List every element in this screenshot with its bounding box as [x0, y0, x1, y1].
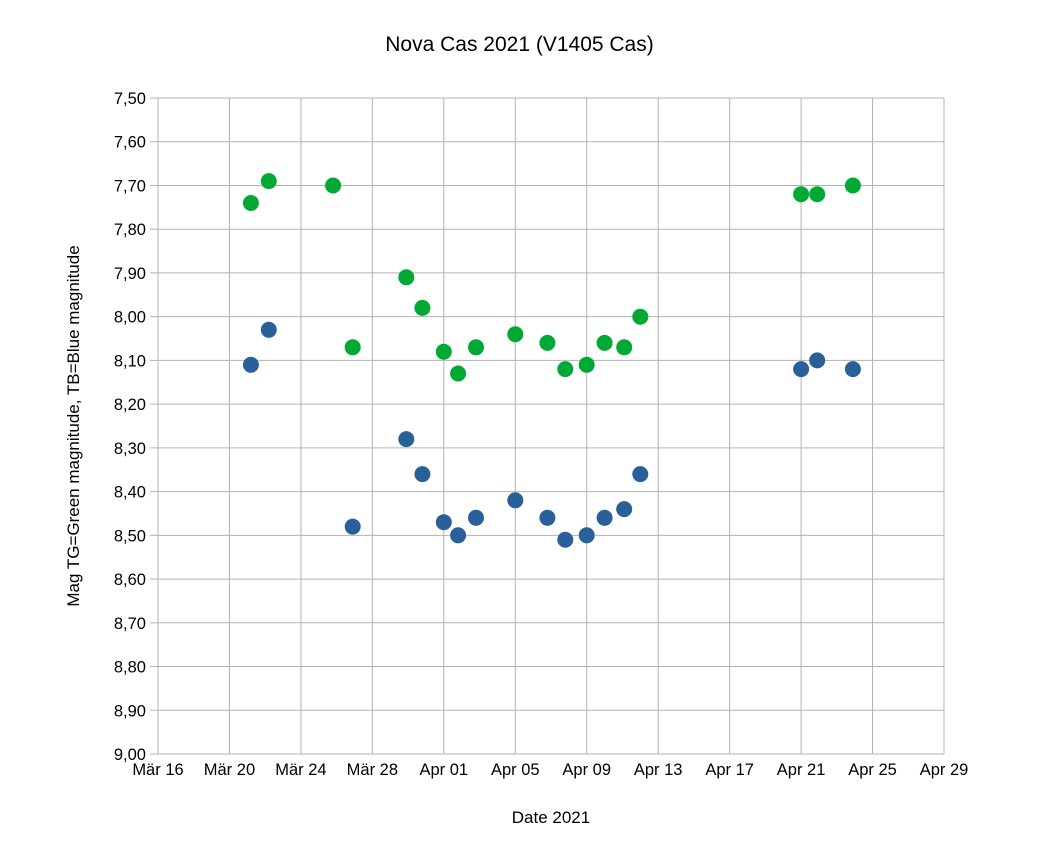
data-point-green-tg	[539, 334, 556, 351]
y-tick-label: 8,40	[114, 484, 146, 502]
data-point-green-tg	[793, 186, 810, 203]
data-point-green-tg	[435, 343, 452, 360]
data-point-green-tg	[414, 299, 431, 316]
x-tick-label: Mär 28	[347, 761, 398, 779]
y-tick-label: 8,80	[114, 659, 146, 677]
data-point-green-tg	[578, 356, 595, 373]
data-point-blue-tb	[809, 352, 826, 369]
x-axis-title: Date 2021	[511, 808, 591, 827]
y-tick-label: 8,00	[114, 309, 146, 327]
data-point-green-tg	[557, 361, 574, 378]
y-tick-label: 8,90	[114, 702, 146, 720]
y-tick-label: 7,80	[114, 221, 146, 239]
data-point-blue-tb	[616, 501, 633, 518]
data-point-blue-tb	[507, 492, 524, 509]
data-point-blue-tb	[793, 361, 810, 378]
data-point-blue-tb	[632, 466, 649, 483]
data-point-green-tg	[450, 365, 467, 382]
y-tick-label: 8,30	[114, 440, 146, 458]
data-point-green-tg	[260, 173, 277, 190]
data-point-green-tg	[809, 186, 826, 203]
data-point-green-tg	[325, 177, 342, 194]
data-point-green-tg	[344, 339, 361, 356]
y-tick-label: 8,10	[114, 352, 146, 370]
y-tick-label: 8,70	[114, 615, 146, 633]
x-tick-label: Apr 17	[705, 761, 754, 779]
data-point-blue-tb	[844, 361, 861, 378]
data-point-green-tg	[616, 339, 633, 356]
x-tick-label: Apr 21	[777, 761, 826, 779]
data-point-blue-tb	[578, 527, 595, 544]
y-tick-label: 9,00	[114, 746, 146, 764]
x-tick-label: Apr 25	[848, 761, 897, 779]
data-point-blue-tb	[450, 527, 467, 544]
data-point-green-tg	[468, 339, 484, 356]
data-point-blue-tb	[596, 509, 613, 526]
data-point-blue-tb	[398, 431, 415, 448]
x-tick-label: Mär 16	[132, 761, 183, 779]
y-tick-label: 7,60	[114, 134, 146, 152]
x-tick-label: Apr 05	[491, 761, 540, 779]
y-tick-label: 7,70	[114, 177, 146, 195]
data-point-green-tg	[507, 326, 524, 343]
data-point-blue-tb	[414, 466, 431, 483]
data-point-blue-tb	[435, 514, 452, 531]
y-tick-label: 7,90	[114, 265, 146, 283]
data-point-blue-tb	[260, 321, 277, 338]
data-point-green-tg	[242, 195, 259, 211]
y-tick-label: 7,50	[114, 90, 146, 108]
x-tick-label: Mär 20	[204, 761, 255, 779]
x-tick-label: Apr 01	[420, 761, 469, 779]
data-point-green-tg	[844, 177, 861, 194]
data-point-green-tg	[596, 334, 613, 351]
y-tick-label: 8,60	[114, 571, 146, 589]
chart-title: Nova Cas 2021 (V1405 Cas)	[385, 33, 654, 56]
data-point-blue-tb	[242, 356, 259, 373]
data-point-green-tg	[398, 269, 415, 286]
y-tick-label: 8,50	[114, 527, 146, 545]
x-tick-label: Apr 29	[920, 761, 969, 779]
data-point-green-tg	[632, 308, 649, 325]
x-tick-label: Apr 13	[634, 761, 683, 779]
data-point-blue-tb	[468, 509, 484, 526]
x-tick-label: Apr 09	[562, 761, 611, 779]
y-tick-label: 8,20	[114, 396, 146, 414]
data-point-blue-tb	[344, 518, 361, 535]
data-point-blue-tb	[557, 531, 574, 548]
data-point-blue-tb	[539, 509, 556, 526]
x-tick-label: Mär 24	[275, 761, 326, 779]
